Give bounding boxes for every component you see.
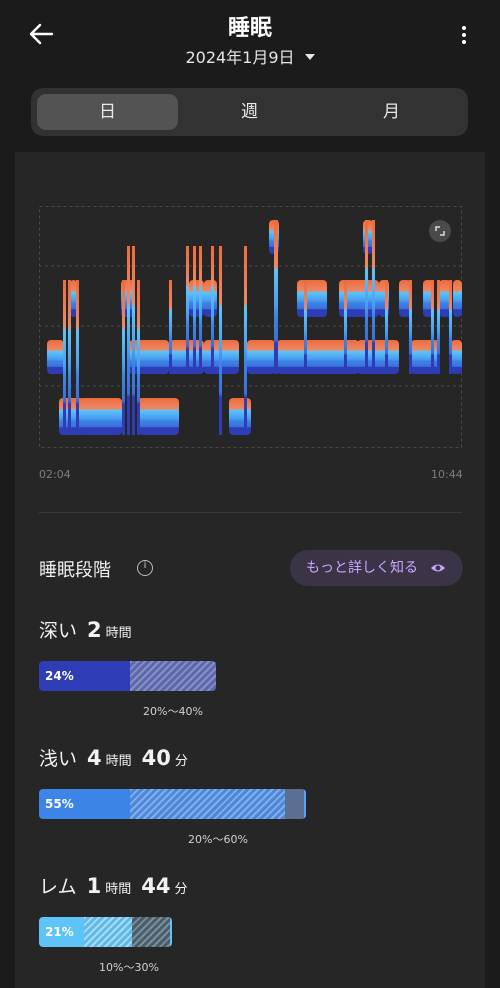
- stage-rem-hours: 1: [86, 874, 102, 898]
- chart-start-time: 02:04: [39, 468, 71, 481]
- stage-transition: [431, 280, 434, 374]
- chart-end-time: 10:44: [431, 468, 463, 481]
- stage-transition: [137, 280, 140, 435]
- stage-deep: 深い 2 時間: [39, 616, 132, 643]
- stage-rem-range: 10%〜30%: [99, 961, 159, 974]
- stage-transition: [169, 280, 172, 374]
- learn-more-button[interactable]: もっと詳しく知る: [290, 550, 463, 586]
- stage-transition: [365, 220, 368, 374]
- stage-deep-percent: 24%: [45, 669, 74, 683]
- stage-transition: [304, 280, 307, 374]
- period-tabs: 日 週 月: [31, 88, 468, 136]
- stage-block-rem: [70, 280, 77, 317]
- stage-rem-minute-unit: 分: [174, 882, 188, 897]
- stage-light: 浅い 4 時間 40 分: [39, 744, 188, 771]
- stage-light-bar: 55%: [39, 789, 306, 819]
- stage-transition: [132, 246, 135, 435]
- tab-day[interactable]: 日: [37, 94, 178, 130]
- stage-block-rem: [453, 280, 462, 317]
- stage-block-light: [247, 340, 275, 374]
- page-title: 睡眠: [227, 16, 272, 41]
- stage-rem-percent: 21%: [45, 925, 74, 939]
- stage-light-hours: 4: [87, 746, 102, 770]
- divider: [39, 512, 462, 513]
- stage-transition: [437, 280, 440, 374]
- stage-block-rem: [439, 280, 451, 317]
- eye-icon: [431, 564, 445, 572]
- stage-block-deep: [79, 398, 122, 435]
- stage-transition: [122, 280, 125, 435]
- stage-block-rem: [204, 280, 217, 317]
- stage-transition: [449, 280, 452, 374]
- stage-light-minutes: 40: [141, 746, 171, 770]
- stage-transition: [409, 280, 412, 374]
- stage-block-deep: [138, 398, 179, 435]
- stage-light-minute-unit: 分: [174, 754, 188, 769]
- stage-transition: [372, 220, 375, 374]
- stage-transition: [68, 280, 71, 435]
- stage-transition: [76, 280, 79, 435]
- stage-rem-minutes: 44: [141, 874, 171, 898]
- stage-block-light: [451, 340, 462, 374]
- stage-light-percent: 55%: [45, 797, 74, 811]
- stage-transition: [186, 246, 189, 374]
- stage-rem: レム 1 時間 44 分: [39, 872, 188, 899]
- stage-block-light: [357, 340, 399, 374]
- stage-deep-hours: 2: [87, 618, 102, 642]
- stage-transition: [211, 246, 214, 374]
- tab-month[interactable]: 月: [383, 102, 400, 122]
- stage-transition: [127, 246, 130, 435]
- info-icon[interactable]: [137, 560, 153, 576]
- expand-icon[interactable]: [429, 220, 451, 242]
- stage-deep-name: 深い: [39, 620, 78, 642]
- stage-block-rem: [297, 280, 327, 317]
- stage-transition: [244, 246, 247, 435]
- stage-light-range: 20%〜60%: [188, 833, 248, 846]
- stage-block-deep: [229, 398, 251, 435]
- stage-transition: [344, 280, 347, 374]
- stage-block-light: [47, 340, 64, 374]
- stage-transition: [63, 280, 66, 435]
- more-vertical-icon[interactable]: [456, 26, 472, 50]
- date-label: 2024年1月9日: [185, 48, 295, 67]
- caret-down-icon: [304, 53, 315, 60]
- date-selector[interactable]: 2024年1月9日: [0, 44, 500, 68]
- stage-block-light: [277, 340, 359, 374]
- header: 睡眠 2024年1月9日: [0, 0, 500, 80]
- stage-rem-hour-unit: 時間: [105, 882, 132, 897]
- stage-transition: [193, 246, 196, 374]
- arrow-left-icon[interactable]: [26, 18, 58, 50]
- stage-block-rem: [345, 280, 379, 317]
- stage-transition: [385, 280, 388, 374]
- stage-transition: [199, 246, 202, 374]
- stage-transition: [275, 220, 278, 374]
- learn-more-label: もっと詳しく知る: [306, 560, 418, 576]
- stage-light-hour-unit: 時間: [105, 754, 132, 769]
- tab-week[interactable]: 週: [241, 102, 258, 122]
- stage-block-rem: [399, 280, 411, 317]
- stage-transition: [219, 246, 222, 435]
- sleep-hypnogram: [39, 206, 462, 448]
- stage-deep-hour-unit: 時間: [105, 626, 132, 641]
- stage-block-light: [411, 340, 439, 374]
- stage-deep-bar: 24%: [39, 661, 216, 691]
- stage-rem-name: レム: [39, 876, 77, 898]
- sleep-stage-blocks: [47, 220, 462, 435]
- stage-rem-bar: 21%: [39, 917, 172, 947]
- stage-light-name: 浅い: [39, 748, 78, 770]
- stage-deep-range: 20%〜40%: [143, 705, 203, 718]
- sleep-stages-title: 睡眠段階: [39, 560, 111, 581]
